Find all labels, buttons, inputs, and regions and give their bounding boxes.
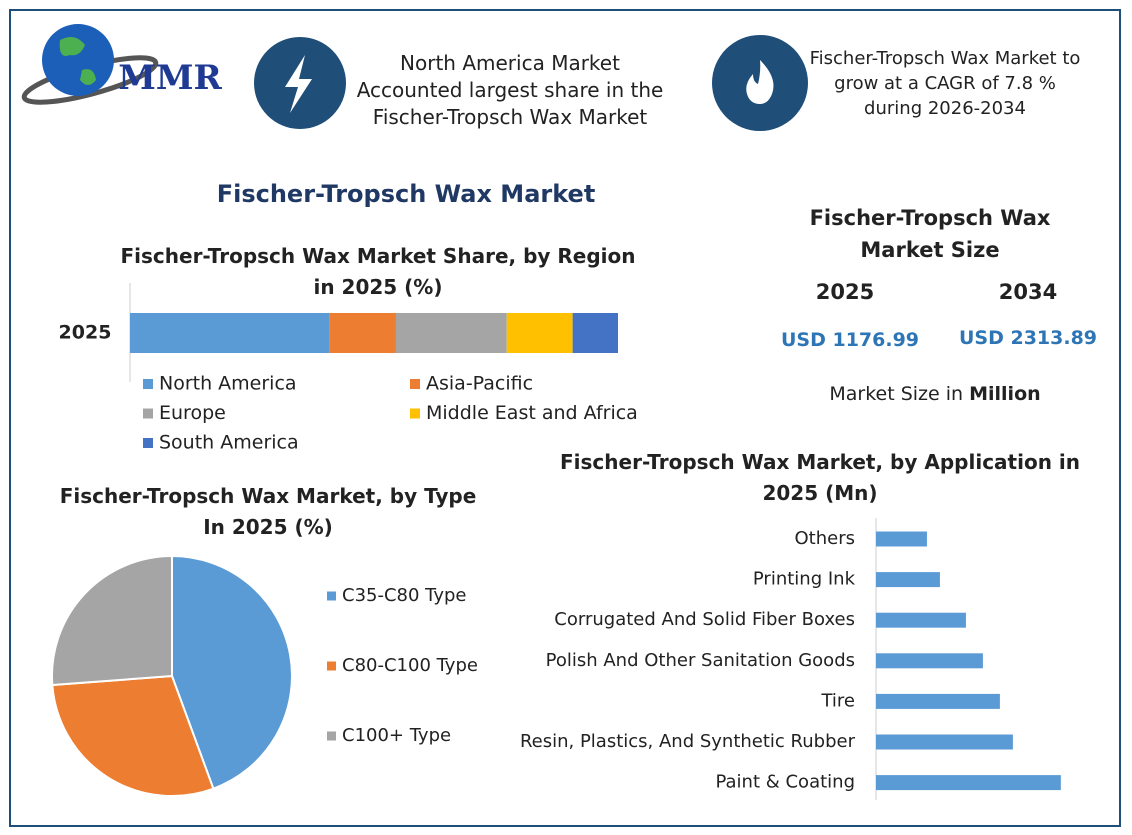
size-title: Fischer-Tropsch Wax Market Size xyxy=(809,206,1051,262)
category-label: Polish And Other Sanitation Goods xyxy=(546,650,855,671)
legend-label: Asia-Pacific xyxy=(426,373,533,395)
pie-slice xyxy=(171,554,293,790)
category-label: Others xyxy=(795,528,856,549)
category-label: Corrugated And Solid Fiber Boxes xyxy=(554,609,855,630)
note-bold: Million xyxy=(969,383,1041,405)
bar-segment xyxy=(572,313,618,353)
chart-title: Fischer-Tropsch Wax Market, by Type In 2… xyxy=(59,484,477,539)
category-label: Paint & Coating xyxy=(715,772,855,793)
chart-title: Fischer-Tropsch Wax Market Share, by Reg… xyxy=(120,244,636,299)
legend-swatch xyxy=(143,379,153,389)
legend-label: C100+ Type xyxy=(342,725,451,746)
bar-segment xyxy=(329,313,396,353)
bar xyxy=(876,531,927,547)
bar xyxy=(876,612,966,628)
legend-label: C35-C80 Type xyxy=(342,585,467,606)
size-value: USD 1176.99 xyxy=(780,329,920,351)
size-value: USD 2313.89 xyxy=(958,327,1098,349)
flame-icon xyxy=(712,35,808,131)
legend-label: Europe xyxy=(159,402,226,424)
header-text: North America Market Accounted largest s… xyxy=(356,51,664,129)
bar-segment xyxy=(395,313,507,353)
legend-label: North America xyxy=(159,373,297,395)
bar xyxy=(876,693,1000,709)
bar xyxy=(876,775,1061,791)
legend-label: C80-C100 Type xyxy=(342,655,478,676)
legend-swatch xyxy=(327,661,336,671)
category-label: 2025 xyxy=(59,322,112,344)
bar-segment xyxy=(130,313,330,353)
legend-label: South America xyxy=(159,432,299,454)
bolt-icon xyxy=(254,37,346,129)
pie-slice xyxy=(51,554,173,687)
size-note: Market Size in Million xyxy=(780,383,1090,405)
category-label: Tire xyxy=(820,690,855,711)
bar xyxy=(876,572,940,588)
year: 2025 xyxy=(815,280,875,304)
bar xyxy=(876,734,1013,750)
header-text: Fischer-Tropsch Wax Market to grow at a … xyxy=(809,48,1081,119)
pie-slice xyxy=(51,674,215,797)
logo-text: MMR xyxy=(118,58,222,98)
legend-swatch xyxy=(410,408,420,419)
category-label: Printing Ink xyxy=(753,569,856,590)
legend-swatch xyxy=(327,731,336,741)
logo: MMR xyxy=(21,24,223,105)
chart-title: Fischer-Tropsch Wax Market, by Applicati… xyxy=(560,450,1080,505)
year: 2034 xyxy=(998,280,1058,304)
legend-label: Middle East and Africa xyxy=(426,402,638,424)
bar-segment xyxy=(506,313,573,353)
note: Market Size in xyxy=(829,383,964,405)
legend-swatch xyxy=(327,591,336,601)
bar xyxy=(876,653,983,669)
legend-swatch xyxy=(143,438,153,448)
category-label: Resin, Plastics, And Synthetic Rubber xyxy=(520,731,856,752)
legend-swatch xyxy=(143,408,153,419)
main-title: Fischer-Tropsch Wax Market xyxy=(216,180,596,208)
legend-swatch xyxy=(410,379,420,389)
frame xyxy=(9,9,1121,827)
